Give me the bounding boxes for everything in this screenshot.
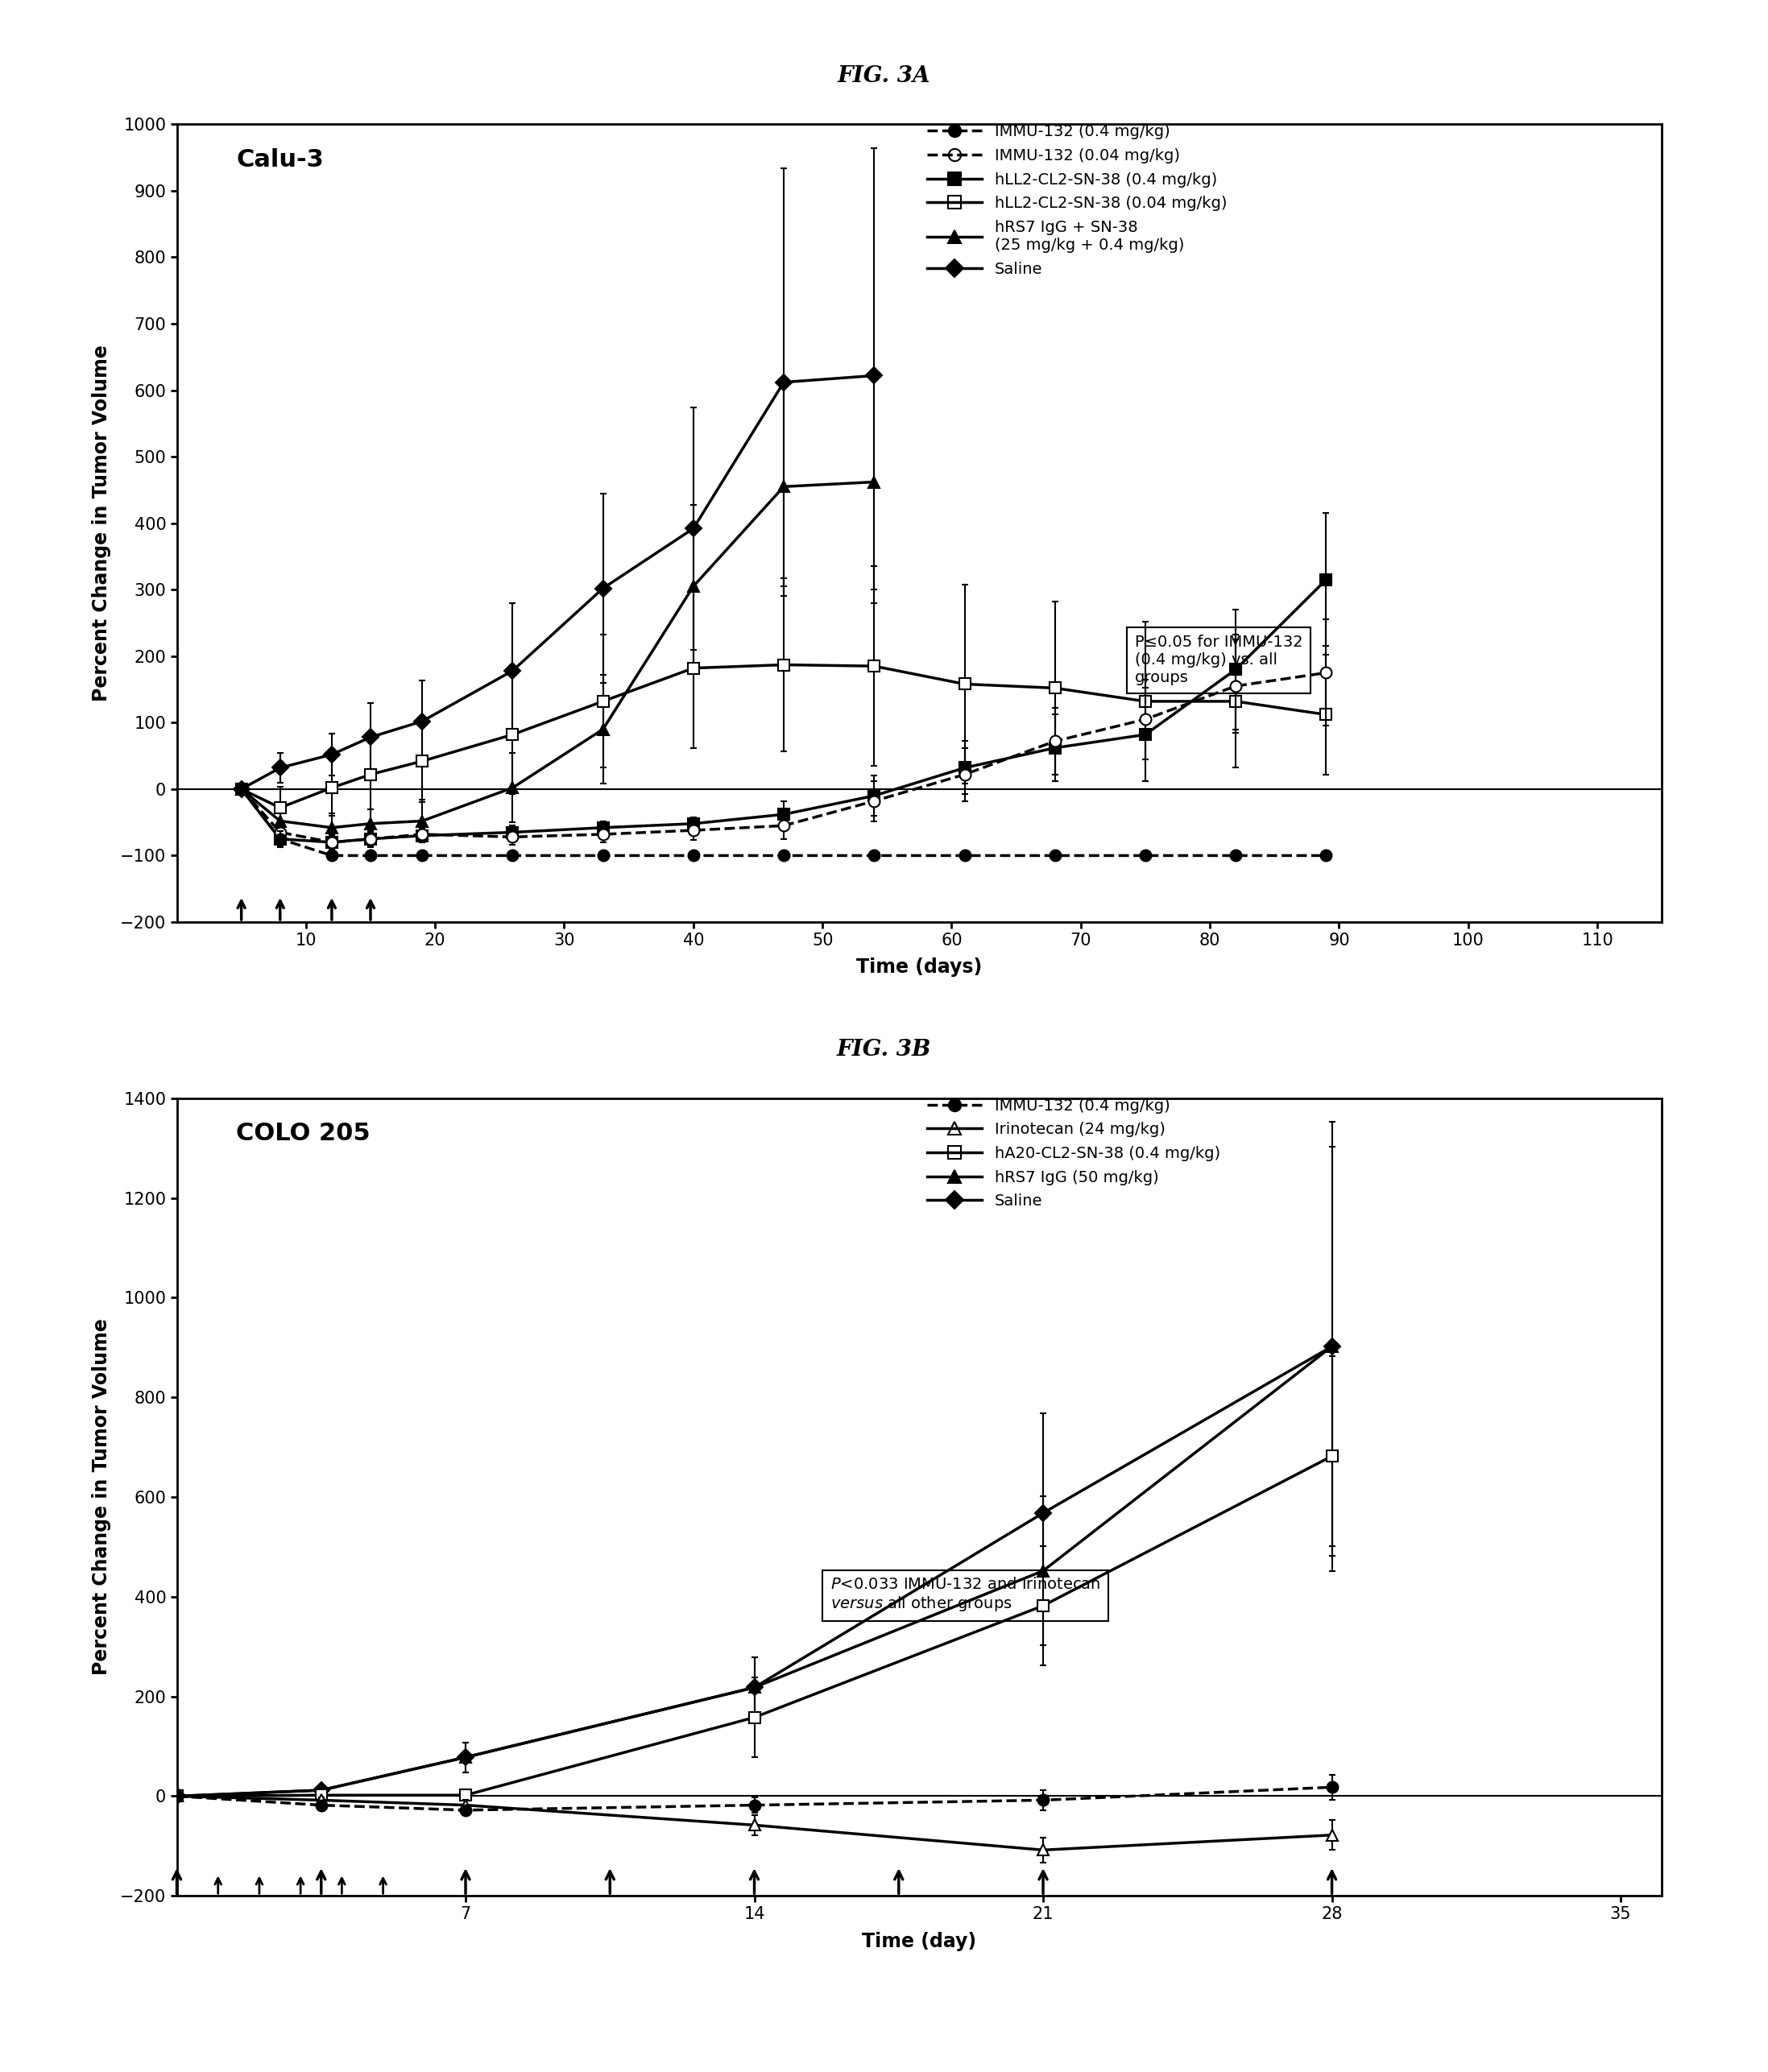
Legend: IMMU-132 (0.4 mg/kg), Irinotecan (24 mg/kg), hA20-CL2-SN-38 (0.4 mg/kg), hRS7 Ig: IMMU-132 (0.4 mg/kg), Irinotecan (24 mg/… [926, 1098, 1220, 1208]
Text: P≤0.05 for IMMU-132
(0.4 mg/kg) vs. all
groups: P≤0.05 for IMMU-132 (0.4 mg/kg) vs. all … [1135, 634, 1303, 686]
Text: Calu-3: Calu-3 [237, 149, 324, 172]
Text: FIG. 3B: FIG. 3B [836, 1040, 932, 1061]
Y-axis label: Percent Change in Tumor Volume: Percent Change in Tumor Volume [92, 1318, 111, 1676]
Text: FIG. 3A: FIG. 3A [838, 66, 930, 87]
Text: $P$<0.033 IMMU-132 and Irinotecan
$\mathit{versus}$ all other groups: $P$<0.033 IMMU-132 and Irinotecan $\math… [831, 1577, 1100, 1614]
X-axis label: Time (days): Time (days) [856, 957, 983, 978]
Legend: IMMU-132 (0.4 mg/kg), IMMU-132 (0.04 mg/kg), hLL2-CL2-SN-38 (0.4 mg/kg), hLL2-CL: IMMU-132 (0.4 mg/kg), IMMU-132 (0.04 mg/… [926, 124, 1227, 278]
Text: COLO 205: COLO 205 [237, 1123, 371, 1146]
Y-axis label: Percent Change in Tumor Volume: Percent Change in Tumor Volume [92, 344, 111, 702]
X-axis label: Time (day): Time (day) [863, 1931, 976, 1952]
